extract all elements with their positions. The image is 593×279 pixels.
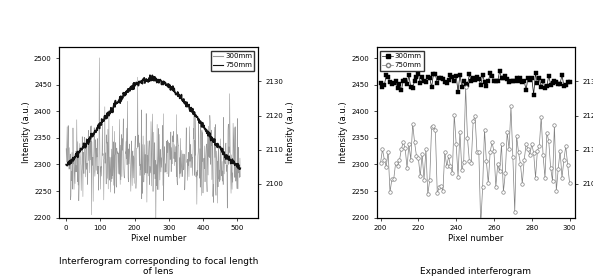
750mm bbox=[160, 83, 167, 86]
Y-axis label: Intensity (a.u.): Intensity (a.u.) bbox=[22, 102, 31, 163]
750mm bbox=[146, 73, 154, 77]
Text: Interferogram corresponding to focal length
of lens: Interferogram corresponding to focal len… bbox=[59, 257, 258, 276]
300mm bbox=[490, 80, 498, 83]
Legend: 300mm, 750mm: 300mm, 750mm bbox=[211, 51, 254, 71]
750mm bbox=[183, 100, 190, 104]
750mm bbox=[522, 143, 530, 146]
300mm bbox=[136, 174, 144, 177]
Line: 300mm: 300mm bbox=[379, 69, 571, 96]
750mm bbox=[390, 177, 397, 180]
750mm bbox=[462, 85, 469, 88]
Legend: 300mm, 750mm: 300mm, 750mm bbox=[380, 51, 424, 71]
Line: 750mm: 750mm bbox=[66, 75, 240, 169]
Line: 750mm: 750mm bbox=[379, 85, 571, 227]
300mm bbox=[377, 81, 384, 85]
Y-axis label: Intensity (a.u.): Intensity (a.u.) bbox=[286, 102, 295, 163]
750mm bbox=[494, 163, 501, 166]
750mm bbox=[237, 167, 244, 170]
300mm bbox=[424, 75, 431, 79]
300mm bbox=[160, 199, 167, 202]
300mm bbox=[511, 79, 518, 83]
750mm bbox=[136, 81, 144, 84]
300mm bbox=[183, 161, 190, 164]
750mm bbox=[424, 193, 431, 196]
300mm bbox=[566, 80, 573, 83]
300mm bbox=[464, 83, 471, 86]
300mm bbox=[205, 173, 212, 177]
750mm bbox=[513, 134, 520, 138]
750mm bbox=[477, 223, 484, 227]
750mm bbox=[466, 160, 473, 163]
X-axis label: Pixel number: Pixel number bbox=[448, 234, 503, 243]
300mm bbox=[197, 132, 205, 136]
300mm bbox=[530, 93, 537, 96]
300mm bbox=[496, 69, 503, 73]
300mm bbox=[521, 80, 528, 83]
750mm bbox=[237, 167, 244, 171]
750mm bbox=[63, 163, 70, 166]
300mm bbox=[113, 146, 120, 150]
X-axis label: Pixel number: Pixel number bbox=[131, 234, 186, 243]
300mm bbox=[63, 147, 70, 150]
750mm bbox=[204, 129, 211, 133]
750mm bbox=[113, 102, 120, 105]
300mm bbox=[95, 56, 103, 59]
750mm bbox=[377, 161, 384, 164]
750mm bbox=[197, 120, 204, 123]
Line: 300mm: 300mm bbox=[66, 58, 240, 228]
Text: Expanded interferogram: Expanded interferogram bbox=[420, 267, 531, 276]
300mm bbox=[152, 226, 160, 230]
750mm bbox=[566, 181, 573, 184]
Y-axis label: Intensity (a.u.): Intensity (a.u.) bbox=[339, 102, 349, 163]
300mm bbox=[237, 175, 244, 179]
300mm bbox=[390, 81, 397, 85]
